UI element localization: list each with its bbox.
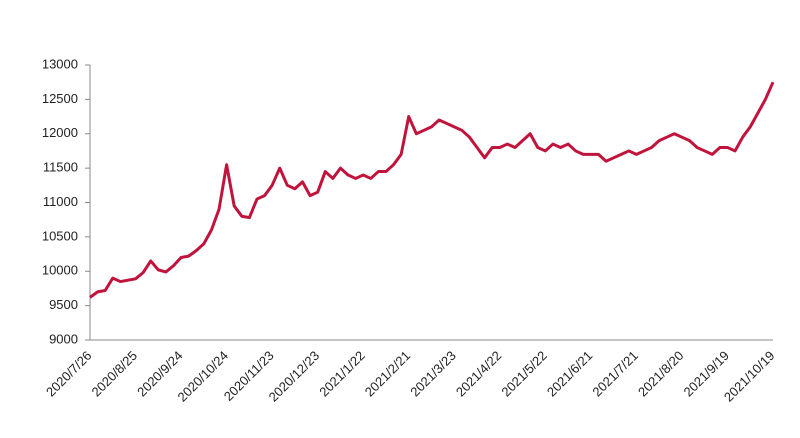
y-tick-label: 11500 <box>43 160 78 175</box>
x-tick-label: 2021/4/22 <box>453 348 505 400</box>
y-tick-label: 9500 <box>49 297 78 312</box>
x-tick-label: 2021/7/21 <box>589 348 641 400</box>
x-tick-label: 2021/1/22 <box>316 348 368 400</box>
y-tick-label: 10000 <box>42 263 78 278</box>
y-tick-label: 12000 <box>42 125 78 140</box>
x-tick-label: 2021/6/21 <box>544 348 596 400</box>
line <box>89 81 775 299</box>
y-tick-label: 10500 <box>42 228 78 243</box>
x-tick-label: 2020/8/25 <box>89 348 141 400</box>
y-tick-label: 9000 <box>49 331 78 346</box>
y-tick-label: 12500 <box>42 91 78 106</box>
x-tick-label: 2021/3/23 <box>407 348 459 400</box>
y-tick-label: 11000 <box>43 194 78 209</box>
x-tick-label: 2021/2/21 <box>362 348 414 400</box>
x-tick-label: 2021/5/22 <box>498 348 550 400</box>
x-tick-label: 2021/8/20 <box>635 348 687 400</box>
x-tick-label: 2020/7/26 <box>43 348 95 400</box>
y-tick-label: 13000 <box>42 56 78 71</box>
